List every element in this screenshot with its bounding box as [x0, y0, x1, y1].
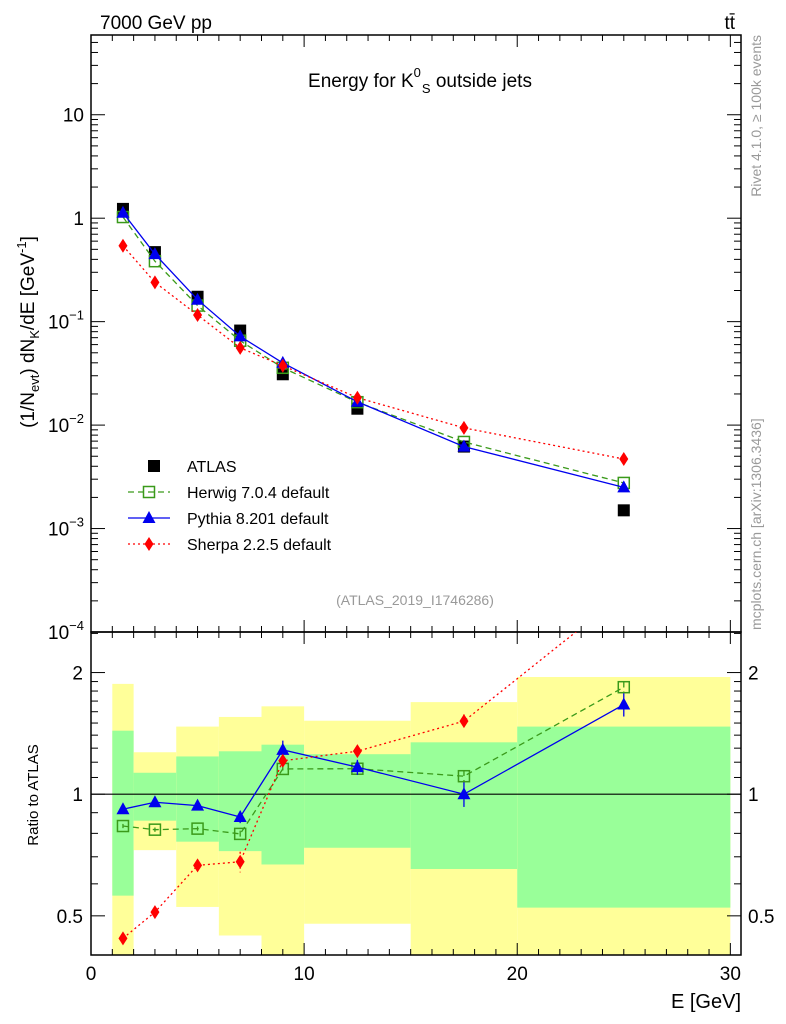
- data-marks: [116, 202, 631, 946]
- ratio-point: [352, 744, 362, 759]
- ratio-point: [457, 769, 471, 783]
- axes: 0 10 20 30 10 1 10−1 10−2 10−3 10−4 2 2 1 1 0.5 0.5: [48, 34, 774, 985]
- ratio-point: [276, 742, 290, 755]
- uncertainty-bands: [112, 677, 731, 955]
- legend-marker: [142, 511, 156, 523]
- data-point: [148, 247, 162, 260]
- x-tick-label: 30: [720, 964, 741, 985]
- inner-band: [517, 726, 731, 908]
- ratio-point: [350, 760, 364, 773]
- data-point: [352, 390, 362, 405]
- ratio-point: [191, 798, 205, 811]
- data-point: [617, 504, 630, 517]
- ratio-point: [191, 822, 204, 835]
- ratio-point: [233, 827, 247, 841]
- y-tick-label: 10−2: [48, 411, 84, 437]
- rivet-label: Rivet 4.1.0, ≥ 100k events: [748, 35, 764, 197]
- legend-label: ATLAS: [187, 459, 237, 476]
- ratio-point: [235, 854, 245, 869]
- ratio-point: [617, 680, 631, 694]
- y-tick-label: 10−3: [48, 515, 84, 541]
- mcplots-label: mcplots.cern.ch [arXiv:1306.3436]: [748, 418, 764, 630]
- data-point: [193, 307, 203, 322]
- ratio-tick-label: 2: [72, 664, 83, 685]
- ratio-tick-label: 2: [748, 664, 759, 685]
- ratio-axis-label: Ratio to ATLAS: [25, 744, 42, 845]
- ratio-point: [233, 810, 247, 823]
- legend-marker: [142, 485, 156, 499]
- ratio-marks: [116, 587, 631, 946]
- legend-label: Herwig 7.0.4 default: [187, 485, 330, 502]
- series-line-3: [122, 245, 624, 460]
- legend-label: Sherpa 2.2.5 default: [187, 537, 332, 554]
- ratio-tick-label: 0.5: [748, 907, 774, 928]
- data-point: [457, 439, 471, 452]
- series-line-2: [122, 212, 624, 489]
- process-label: tt̄: [724, 13, 735, 34]
- ratio-point: [619, 587, 628, 601]
- legend-marker: [144, 537, 154, 551]
- legend-label: Pythia 8.201 default: [187, 511, 329, 528]
- legend-marker: [148, 460, 160, 472]
- y-tick-label: 10: [63, 106, 84, 127]
- ratio-point: [148, 823, 162, 836]
- ratio-point: [617, 697, 631, 710]
- ratio-point: [148, 795, 162, 808]
- data-point: [118, 238, 128, 253]
- ratio-frame: [90, 631, 742, 956]
- data-point: [619, 452, 629, 467]
- ratio-point: [118, 931, 128, 946]
- data-point: [150, 275, 160, 290]
- data-point: [276, 368, 289, 381]
- ratio-point: [193, 858, 203, 873]
- y-tick-label: 10−1: [48, 308, 84, 334]
- data-point: [191, 292, 205, 305]
- ratio-point: [459, 714, 469, 729]
- plot-title: Energy for K0S outside jets: [308, 65, 532, 96]
- ratio-point: [457, 787, 471, 800]
- data-point: [116, 205, 130, 218]
- x-tick-label: 20: [507, 964, 528, 985]
- y-tick-label: 10−4: [48, 618, 84, 644]
- x-tick-label: 0: [86, 964, 97, 985]
- ratio-tick-label: 1: [72, 785, 83, 806]
- analysis-id: (ATLAS_2019_I1746286): [336, 592, 494, 608]
- y-tick-label: 1: [73, 209, 84, 230]
- series-line-1: [122, 216, 624, 484]
- ratio-line-3: [122, 632, 577, 939]
- ratio-tick-label: 0.5: [57, 907, 83, 928]
- x-tick-label: 10: [294, 964, 315, 985]
- ratio-line-2: [122, 703, 625, 818]
- y-axis-label: (1/Nevt) dNK/dE [GeV-1]: [14, 236, 42, 428]
- data-point: [459, 420, 469, 435]
- x-axis-label: E [GeV]: [671, 991, 741, 1013]
- ratio-tick-label: 1: [748, 785, 759, 806]
- ratio-point: [150, 905, 160, 920]
- ratio-point: [116, 802, 130, 815]
- ratio-point: [278, 753, 288, 768]
- legend: ATLAS Herwig 7.0.4 default Pythia 8.201 de…: [128, 459, 332, 554]
- data-point: [278, 358, 288, 373]
- energy-label: 7000 GeV pp: [100, 13, 212, 34]
- ratio-point: [116, 819, 130, 833]
- data-point: [617, 480, 631, 493]
- data-point: [233, 329, 247, 342]
- data-point: [235, 340, 245, 355]
